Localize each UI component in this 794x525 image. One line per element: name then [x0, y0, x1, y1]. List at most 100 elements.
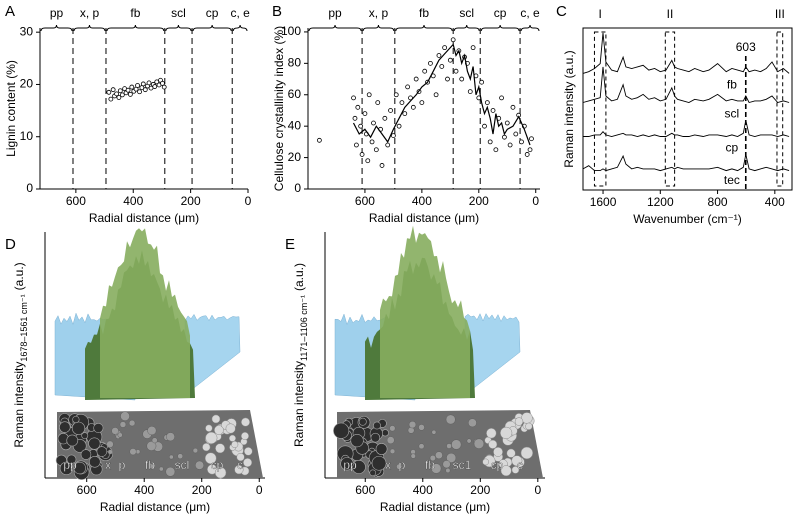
data-point: [422, 68, 428, 74]
data-point: [399, 100, 405, 106]
data-point: [410, 104, 416, 110]
micrograph-cell: [371, 455, 387, 471]
micrograph-cell: [241, 417, 250, 427]
image-label: pp: [343, 458, 357, 472]
micrograph-cell: [231, 440, 239, 449]
data-point: [146, 80, 152, 86]
data-point: [519, 139, 524, 145]
micrograph-cell: [369, 469, 377, 477]
data-point: [117, 88, 123, 94]
spectrum-line: [582, 32, 790, 74]
data-point: [442, 45, 448, 51]
x-tick-label: 600: [66, 194, 86, 208]
region-label: fb: [130, 6, 140, 20]
plot-frame: [582, 27, 793, 191]
micrograph-cell: [120, 411, 130, 421]
micrograph-cell: [234, 465, 244, 475]
data-point: [433, 92, 439, 98]
region-label: c, e: [520, 6, 540, 20]
micrograph-cell: [408, 421, 417, 429]
micrograph-cell: [88, 437, 101, 450]
x-tick-label: 400: [412, 194, 432, 208]
data-point: [161, 84, 167, 90]
data-point: [106, 89, 112, 95]
micrograph-cell: [215, 443, 226, 454]
data-point: [152, 84, 158, 89]
y-axis-title-main: Raman intensity: [292, 361, 306, 447]
x-axis-title: Radial distance (μm): [380, 500, 490, 514]
x-tick-label: 400: [134, 483, 154, 497]
data-point: [110, 87, 116, 93]
data-point: [467, 89, 473, 95]
band-label: I: [599, 7, 602, 21]
micrograph-cell: [445, 468, 451, 473]
image-label: c: [517, 458, 523, 472]
micrograph-cell: [482, 458, 490, 466]
micrograph-cell: [107, 449, 113, 455]
micrograph-cell: [117, 432, 123, 438]
data-point: [375, 100, 381, 106]
region-brace: [232, 24, 248, 32]
micrograph-cell: [228, 434, 236, 442]
data-point: [362, 111, 368, 117]
data-point: [316, 137, 322, 143]
region-label: x, p: [80, 6, 100, 20]
micrograph-cell: [81, 432, 89, 440]
image-label: x: [385, 458, 391, 472]
micrograph-cell: [214, 466, 227, 479]
micrograph-cell: [386, 436, 395, 445]
image-label: cp: [211, 458, 224, 472]
band-label: II: [667, 7, 674, 21]
micrograph-cell: [520, 446, 534, 460]
data-point: [388, 108, 393, 113]
y-tick-label: 30: [20, 24, 34, 38]
micrograph-cell: [500, 465, 512, 477]
micrograph-cell: [340, 457, 354, 471]
micrograph-cell: [111, 427, 119, 435]
micrograph-cell: [106, 440, 114, 448]
surface-right: [464, 313, 521, 396]
micrograph-cell: [468, 418, 477, 428]
y-axis-title: Raman intensity1171–1106 cm⁻¹ (a.u.): [292, 263, 309, 447]
image-label: scl: [175, 458, 190, 472]
micrograph-cell: [486, 428, 497, 439]
x-axis-title: Radial distance (μm): [89, 211, 199, 225]
series-label: fb: [727, 78, 737, 92]
y-axis-title: Raman intensity (a.u.): [562, 50, 576, 167]
region-brace: [165, 24, 192, 32]
data-point: [135, 83, 140, 88]
y-tick-label: 40: [288, 118, 302, 132]
micrograph-cell: [128, 419, 136, 427]
micrograph-cell: [446, 443, 452, 449]
y-axis-title-subscript: 1678–1561 cm⁻¹: [19, 294, 29, 361]
micrograph-cell: [93, 422, 104, 434]
region-brace: [106, 24, 165, 32]
micrograph-cell: [205, 424, 213, 432]
x-tick-label: 200: [469, 194, 489, 208]
data-point: [351, 95, 356, 101]
data-point: [396, 123, 402, 129]
micrograph-cell: [236, 452, 245, 462]
y-tick-label: 60: [288, 87, 302, 101]
image-label: p: [119, 458, 126, 472]
micrograph-cell: [66, 434, 79, 447]
data-point: [125, 87, 131, 93]
x-tick-label: 200: [192, 483, 212, 497]
x-tick-label: 1200: [647, 195, 674, 209]
micrograph-cell: [195, 460, 204, 470]
micrograph-cell: [381, 429, 389, 437]
micrograph-cell: [418, 424, 425, 431]
micrograph-cell: [243, 458, 253, 468]
micrograph-cell: [225, 423, 236, 434]
data-point: [355, 104, 361, 110]
data-point: [499, 95, 504, 101]
y-tick-label: 10: [20, 129, 34, 143]
x-tick-label: 600: [355, 483, 375, 497]
region-brace: [395, 24, 453, 32]
micrograph-cell: [96, 446, 108, 457]
y-tick-label: 0: [26, 181, 33, 195]
data-point: [419, 100, 425, 106]
micrograph-cell: [211, 414, 221, 424]
micrograph-cell: [165, 466, 176, 477]
data-point: [484, 100, 490, 106]
